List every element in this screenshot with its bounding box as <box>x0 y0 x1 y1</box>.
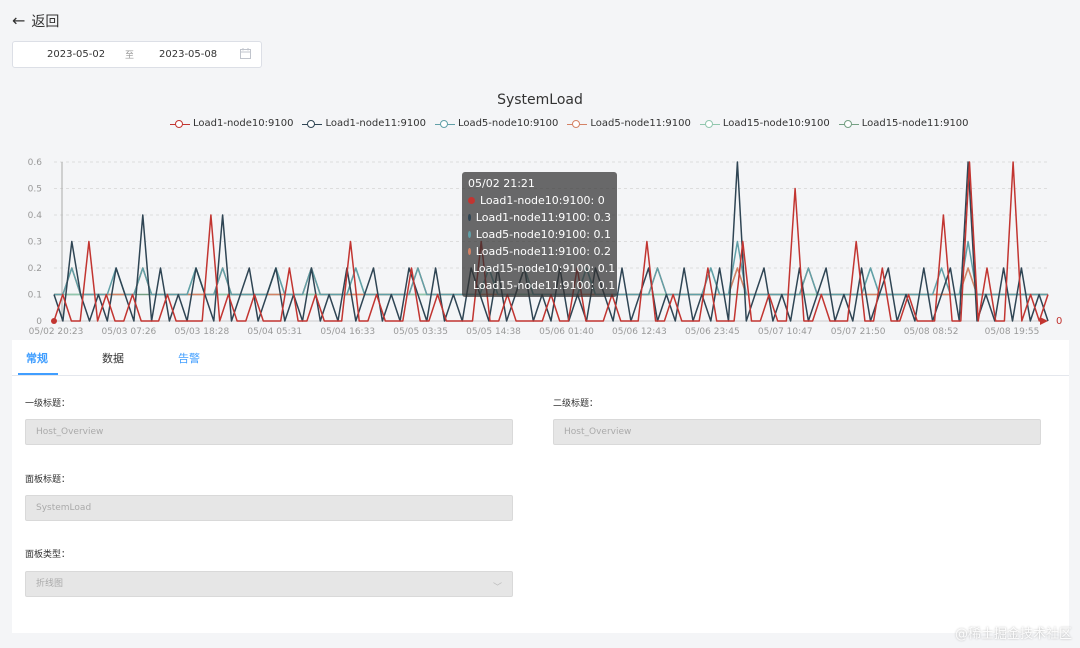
x-tick-label: 05/06 01:40 <box>539 327 594 337</box>
calendar-icon <box>240 48 251 59</box>
x-tick-label: 05/04 05:31 <box>247 327 302 337</box>
legend-item[interactable]: Load1-node10:9100 <box>170 118 293 129</box>
panel-type-select[interactable]: 折线图 ﹀ <box>25 571 513 597</box>
x-tick-label: 05/05 14:38 <box>466 327 521 337</box>
legend-swatch <box>434 119 455 129</box>
tooltip-row-label: Load1-node11:9100: 0.3 <box>475 211 611 224</box>
legend-label: Load5-node10:9100 <box>457 118 559 129</box>
level1-title-label: 一级标题： <box>25 399 71 409</box>
tooltip-row: Load5-node11:9100: 0.2 <box>468 243 611 260</box>
panel-title-label: 面板标题： <box>25 475 71 485</box>
chart-tooltip: 05/02 21:21 Load1-node10:9100: 0 Load1-no… <box>462 172 617 297</box>
series-end-marker <box>1040 317 1048 325</box>
legend-swatch <box>170 119 190 129</box>
arrow-left-icon: ← <box>12 11 26 30</box>
tab-general[interactable]: 常规 <box>26 352 48 365</box>
tooltip-row-label: Load15-node10:9100: 0.1 <box>473 262 616 275</box>
panel-tabs: 常规 数据 告警 <box>12 340 1069 376</box>
tooltip-dot <box>468 197 475 204</box>
series-end-label: 0 <box>1056 316 1062 327</box>
tooltip-row-label: Load5-node10:9100: 0.1 <box>475 228 611 241</box>
settings-panel: 常规 数据 告警 一级标题： Host_Overview 二级标题： Host_… <box>12 340 1069 633</box>
legend-label: Load5-node11:9100 <box>590 118 691 129</box>
series-start-marker <box>51 318 57 324</box>
watermark: @稀土掘金技术社区 <box>954 627 1072 642</box>
tooltip-row: Load1-node11:9100: 0.3 <box>468 209 611 226</box>
tooltip-row: Load15-node10:9100: 0.1 <box>468 260 615 277</box>
x-tick-label: 05/05 03:35 <box>393 327 448 337</box>
tooltip-row-label: Load1-node10:9100: 0 <box>480 194 605 207</box>
panel-title-input[interactable]: SystemLoad <box>25 495 513 521</box>
y-tick-label: 0.1 <box>28 291 42 301</box>
legend-item[interactable]: Load15-node11:9100 <box>838 118 969 129</box>
legend-label: Load1-node10:9100 <box>193 118 294 129</box>
legend-label: Load1-node11:9100 <box>325 118 426 129</box>
date-start-input[interactable]: 2023-05-02 <box>47 49 106 60</box>
legend-swatch <box>302 119 323 129</box>
tooltip-dot <box>468 248 471 255</box>
legend-item[interactable]: Load5-node11:9100 <box>567 118 691 129</box>
legend-item[interactable]: Load5-node10:9100 <box>434 118 559 129</box>
x-tick-label: 05/07 10:47 <box>758 327 813 337</box>
tooltip-dot <box>468 231 471 238</box>
series-line <box>53 161 1049 322</box>
level1-title-input[interactable]: Host_Overview <box>25 419 513 445</box>
date-range-picker[interactable]: 2023-05-02 至 2023-05-08 <box>12 41 262 68</box>
y-tick-label: 0.3 <box>28 238 42 248</box>
panel-type-value: 折线图 <box>36 579 64 589</box>
legend-swatch <box>838 119 859 129</box>
tab-alert[interactable]: 告警 <box>178 352 200 365</box>
back-button[interactable]: ← 返回 <box>12 10 59 32</box>
tooltip-row-label: Load15-node11:9100: 0.1 <box>473 279 616 292</box>
back-label: 返回 <box>31 14 60 30</box>
level2-title-label: 二级标题： <box>553 399 599 409</box>
tooltip-title: 05/02 21:21 <box>468 177 535 190</box>
legend-swatch <box>699 119 720 129</box>
x-tick-label: 05/08 19:55 <box>985 327 1040 337</box>
tooltip-row: Load5-node10:9100: 0.1 <box>468 226 611 243</box>
x-tick-label: 05/07 21:50 <box>831 327 886 337</box>
y-tick-label: 0.5 <box>28 185 42 195</box>
legend-item[interactable]: Load1-node11:9100 <box>302 118 426 129</box>
x-tick-label: 05/04 16:33 <box>320 327 375 337</box>
chevron-down-icon: ﹀ <box>492 583 502 593</box>
y-tick-label: 0.6 <box>28 158 43 168</box>
x-tick-label: 05/06 12:43 <box>612 327 667 337</box>
x-tick-label: 05/02 20:23 <box>29 327 84 337</box>
y-tick-label: 0.2 <box>28 264 42 274</box>
tooltip-dot <box>468 214 471 221</box>
tab-active-indicator <box>18 373 58 375</box>
tooltip-row-label: Load5-node11:9100: 0.2 <box>475 245 611 258</box>
x-tick-label: 05/03 18:28 <box>174 327 229 337</box>
x-tick-label: 05/06 23:45 <box>685 327 740 337</box>
legend-label: Load15-node11:9100 <box>861 118 969 129</box>
level2-title-input[interactable]: Host_Overview <box>553 419 1041 445</box>
chart-legend: Load1-node10:9100 Load1-node11:9100 Load5-… <box>170 118 969 129</box>
y-tick-label: 0.4 <box>28 211 43 221</box>
tooltip-row: Load1-node10:9100: 0 <box>468 192 611 209</box>
x-tick-label: 05/03 07:26 <box>102 327 157 337</box>
x-tick-label: 05/08 08:52 <box>904 327 959 337</box>
legend-swatch <box>567 119 588 129</box>
chart-title: SystemLoad <box>497 92 583 108</box>
y-tick-label: 0 <box>36 317 42 327</box>
tab-data[interactable]: 数据 <box>102 352 124 365</box>
panel-type-label: 面板类型： <box>25 550 71 560</box>
tooltip-row: Load15-node11:9100: 0.1 <box>468 277 615 294</box>
legend-item[interactable]: Load15-node10:9100 <box>699 118 830 129</box>
date-range-separator: 至 <box>125 51 135 61</box>
date-end-input[interactable]: 2023-05-08 <box>159 49 218 60</box>
legend-label: Load15-node10:9100 <box>722 118 830 129</box>
